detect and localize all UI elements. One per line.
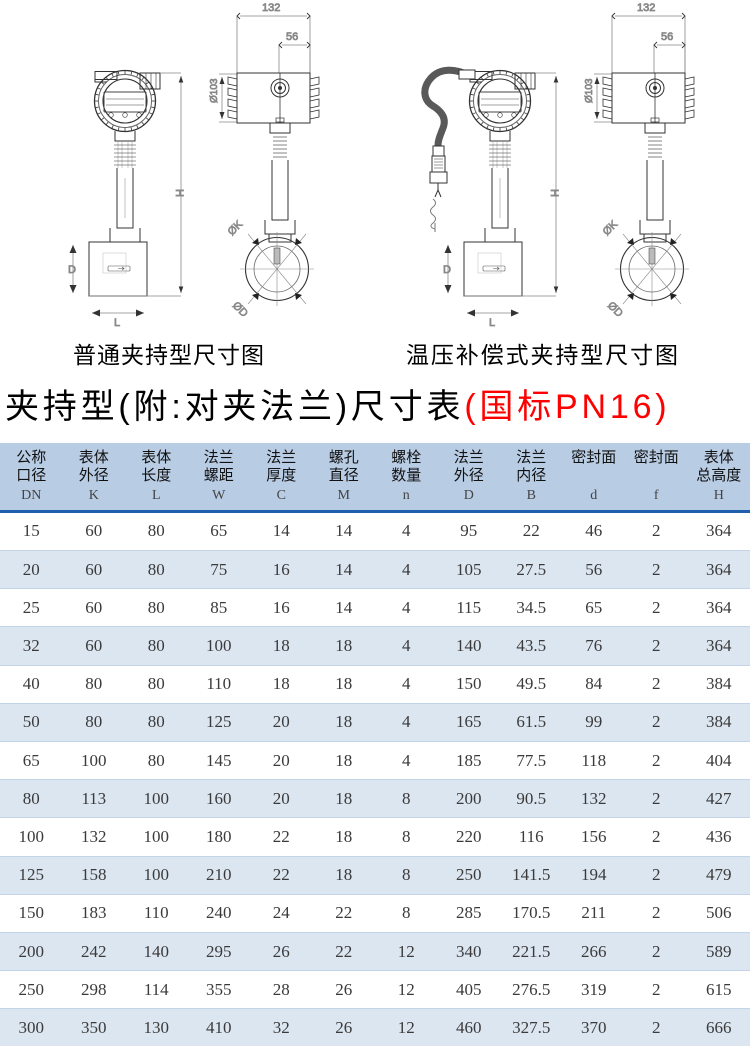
svg-text:132: 132	[637, 2, 655, 14]
svg-text:L: L	[489, 317, 495, 329]
svg-text:ØD: ØD	[230, 300, 250, 320]
svg-text:ØD: ØD	[605, 300, 625, 320]
svg-text:56: 56	[661, 31, 673, 43]
svg-text:ØK: ØK	[601, 218, 621, 238]
svg-text:H: H	[548, 189, 560, 197]
svg-text:L: L	[114, 317, 120, 329]
svg-text:H: H	[173, 189, 185, 197]
svg-text:ØK: ØK	[226, 218, 246, 238]
svg-text:D: D	[443, 264, 451, 276]
svg-text:132: 132	[262, 2, 280, 14]
svg-text:D: D	[68, 264, 76, 276]
svg-text:Ø103: Ø103	[584, 78, 595, 103]
svg-text:Ø103: Ø103	[209, 78, 220, 103]
svg-text:56: 56	[286, 31, 298, 43]
